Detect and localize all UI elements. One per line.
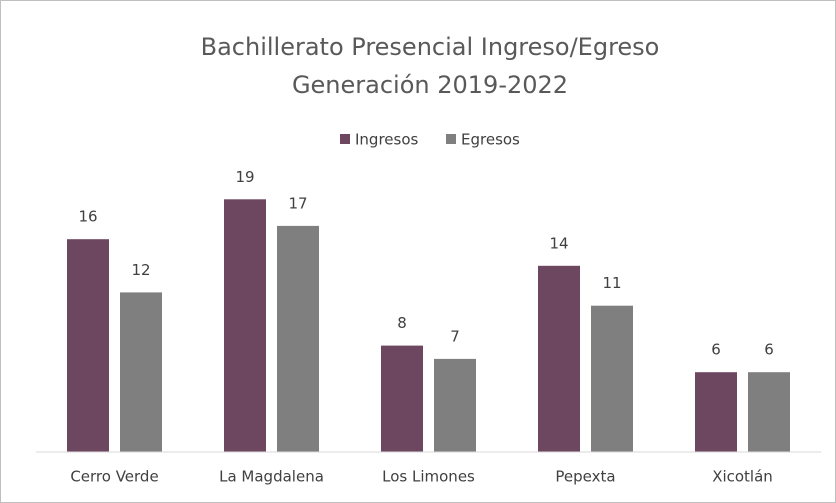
bar: [120, 292, 162, 452]
x-tick-label: Cerro Verde: [70, 468, 158, 486]
bar: [538, 265, 580, 452]
chart-title: Bachillerato Presencial Ingreso/Egreso: [201, 33, 660, 61]
data-label: 7: [450, 327, 460, 345]
x-tick-label: Pepexta: [555, 468, 615, 486]
bar: [224, 199, 266, 452]
data-label: 8: [397, 314, 407, 332]
x-tick-label: Los Limones: [382, 468, 475, 486]
legend-swatch: [446, 134, 456, 144]
data-label: 6: [711, 341, 721, 359]
bar: [277, 225, 319, 452]
bar: [695, 372, 737, 452]
bar: [67, 239, 109, 452]
data-label: 17: [288, 194, 307, 212]
legend-label: Ingresos: [355, 131, 419, 149]
x-tick-label: La Magdalena: [219, 468, 324, 486]
bar: [381, 345, 423, 452]
data-label: 12: [131, 261, 150, 279]
data-label: 19: [235, 168, 254, 186]
chart-subtitle: Generación 2019-2022: [292, 71, 568, 99]
data-label: 14: [549, 234, 568, 252]
x-tick-label: Xicotlán: [712, 468, 773, 486]
data-label: 16: [78, 208, 97, 226]
legend-label: Egresos: [461, 131, 520, 149]
bar: [434, 358, 476, 452]
data-label: 11: [602, 274, 621, 292]
data-label: 6: [764, 341, 774, 359]
bar: [748, 372, 790, 452]
bar: [591, 305, 633, 452]
legend-swatch: [340, 134, 350, 144]
